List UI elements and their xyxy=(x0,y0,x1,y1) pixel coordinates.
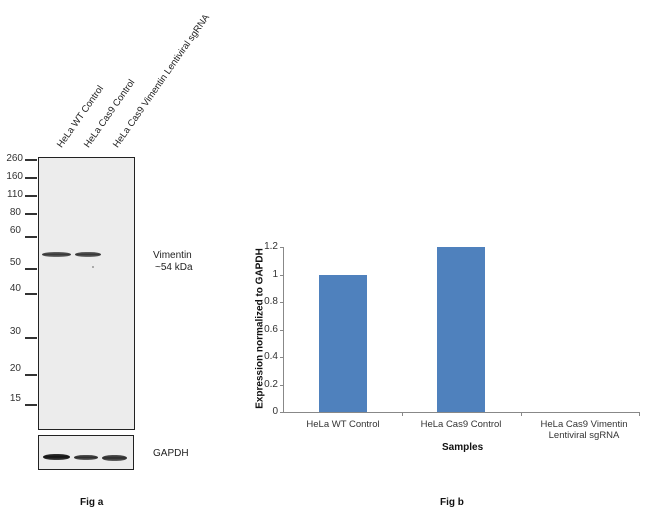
marker-tick xyxy=(25,374,37,376)
gapdh-band-lane-3 xyxy=(102,455,127,461)
marker-tick xyxy=(25,293,37,295)
y-tick xyxy=(280,330,284,331)
x-category-label-3: HeLa Cas9 Vimentin Lentiviral sgRNA xyxy=(524,419,644,441)
marker-160: 160 xyxy=(6,171,23,182)
vimentin-band-lane-2 xyxy=(75,252,101,257)
y-tick-label: 1 xyxy=(272,269,278,280)
marker-15: 15 xyxy=(9,393,21,404)
x-category-label-3-line-2: Lentiviral sgRNA xyxy=(548,430,620,441)
marker-40: 40 xyxy=(9,283,21,294)
x-category-label-2: HeLa Cas9 Control xyxy=(411,419,511,430)
marker-tick xyxy=(25,337,37,339)
vimentin-band-lane-1 xyxy=(42,252,71,257)
vimentin-kda-label: ~54 kDa xyxy=(155,262,193,273)
blot-speck xyxy=(92,266,94,268)
gapdh-band-lane-2 xyxy=(74,455,98,460)
marker-80: 80 xyxy=(9,207,21,218)
gapdh-label: GAPDH xyxy=(153,448,189,459)
marker-tick xyxy=(25,177,37,179)
x-axis-title: Samples xyxy=(442,442,484,453)
y-tick-label: 0 xyxy=(272,406,278,417)
fig-a-caption: Fig a xyxy=(80,497,104,508)
y-tick xyxy=(280,412,284,413)
marker-tick xyxy=(25,404,37,406)
marker-30: 30 xyxy=(9,326,21,337)
vimentin-label: Vimentin xyxy=(153,250,192,261)
marker-tick xyxy=(25,236,37,238)
x-tick xyxy=(521,412,522,416)
y-tick xyxy=(280,275,284,276)
gapdh-blot-panel xyxy=(38,435,134,470)
y-tick xyxy=(280,302,284,303)
y-tick-label: 1.2 xyxy=(264,241,278,252)
marker-50: 50 xyxy=(9,257,21,268)
x-category-label-1-line: HeLa WT Control xyxy=(306,419,380,430)
x-category-label-3-line-1: HeLa Cas9 Vimentin xyxy=(540,419,628,430)
lane-label-1: HeLa WT Control xyxy=(54,83,106,150)
marker-110: 110 xyxy=(7,189,23,200)
vimentin-blot-panel xyxy=(38,157,135,430)
y-tick xyxy=(280,357,284,358)
marker-20: 20 xyxy=(9,363,21,374)
y-tick-label: 0.4 xyxy=(264,351,278,362)
gapdh-band-lane-1 xyxy=(43,454,70,460)
y-tick-label: 0.2 xyxy=(264,379,278,390)
x-category-label-2-line: HeLa Cas9 Control xyxy=(420,419,502,430)
bar-hela-wt-control xyxy=(319,275,367,412)
fig-b-caption: Fig b xyxy=(440,497,464,508)
y-tick xyxy=(280,385,284,386)
x-axis-line xyxy=(283,412,640,413)
y-tick xyxy=(280,247,284,248)
marker-tick xyxy=(25,268,37,270)
lane-label-2: HeLa Cas9 Control xyxy=(81,77,138,150)
marker-tick xyxy=(25,159,37,161)
marker-260: 260 xyxy=(6,153,23,164)
marker-60: 60 xyxy=(9,225,21,236)
marker-tick xyxy=(25,195,37,197)
x-tick xyxy=(402,412,403,416)
y-tick-label: 0.8 xyxy=(264,296,278,307)
x-tick xyxy=(639,412,640,416)
x-category-label-1: HeLa WT Control xyxy=(293,419,393,430)
marker-tick xyxy=(25,213,37,215)
bar-hela-cas9-control xyxy=(437,247,485,412)
y-tick-label: 0.6 xyxy=(264,324,278,335)
